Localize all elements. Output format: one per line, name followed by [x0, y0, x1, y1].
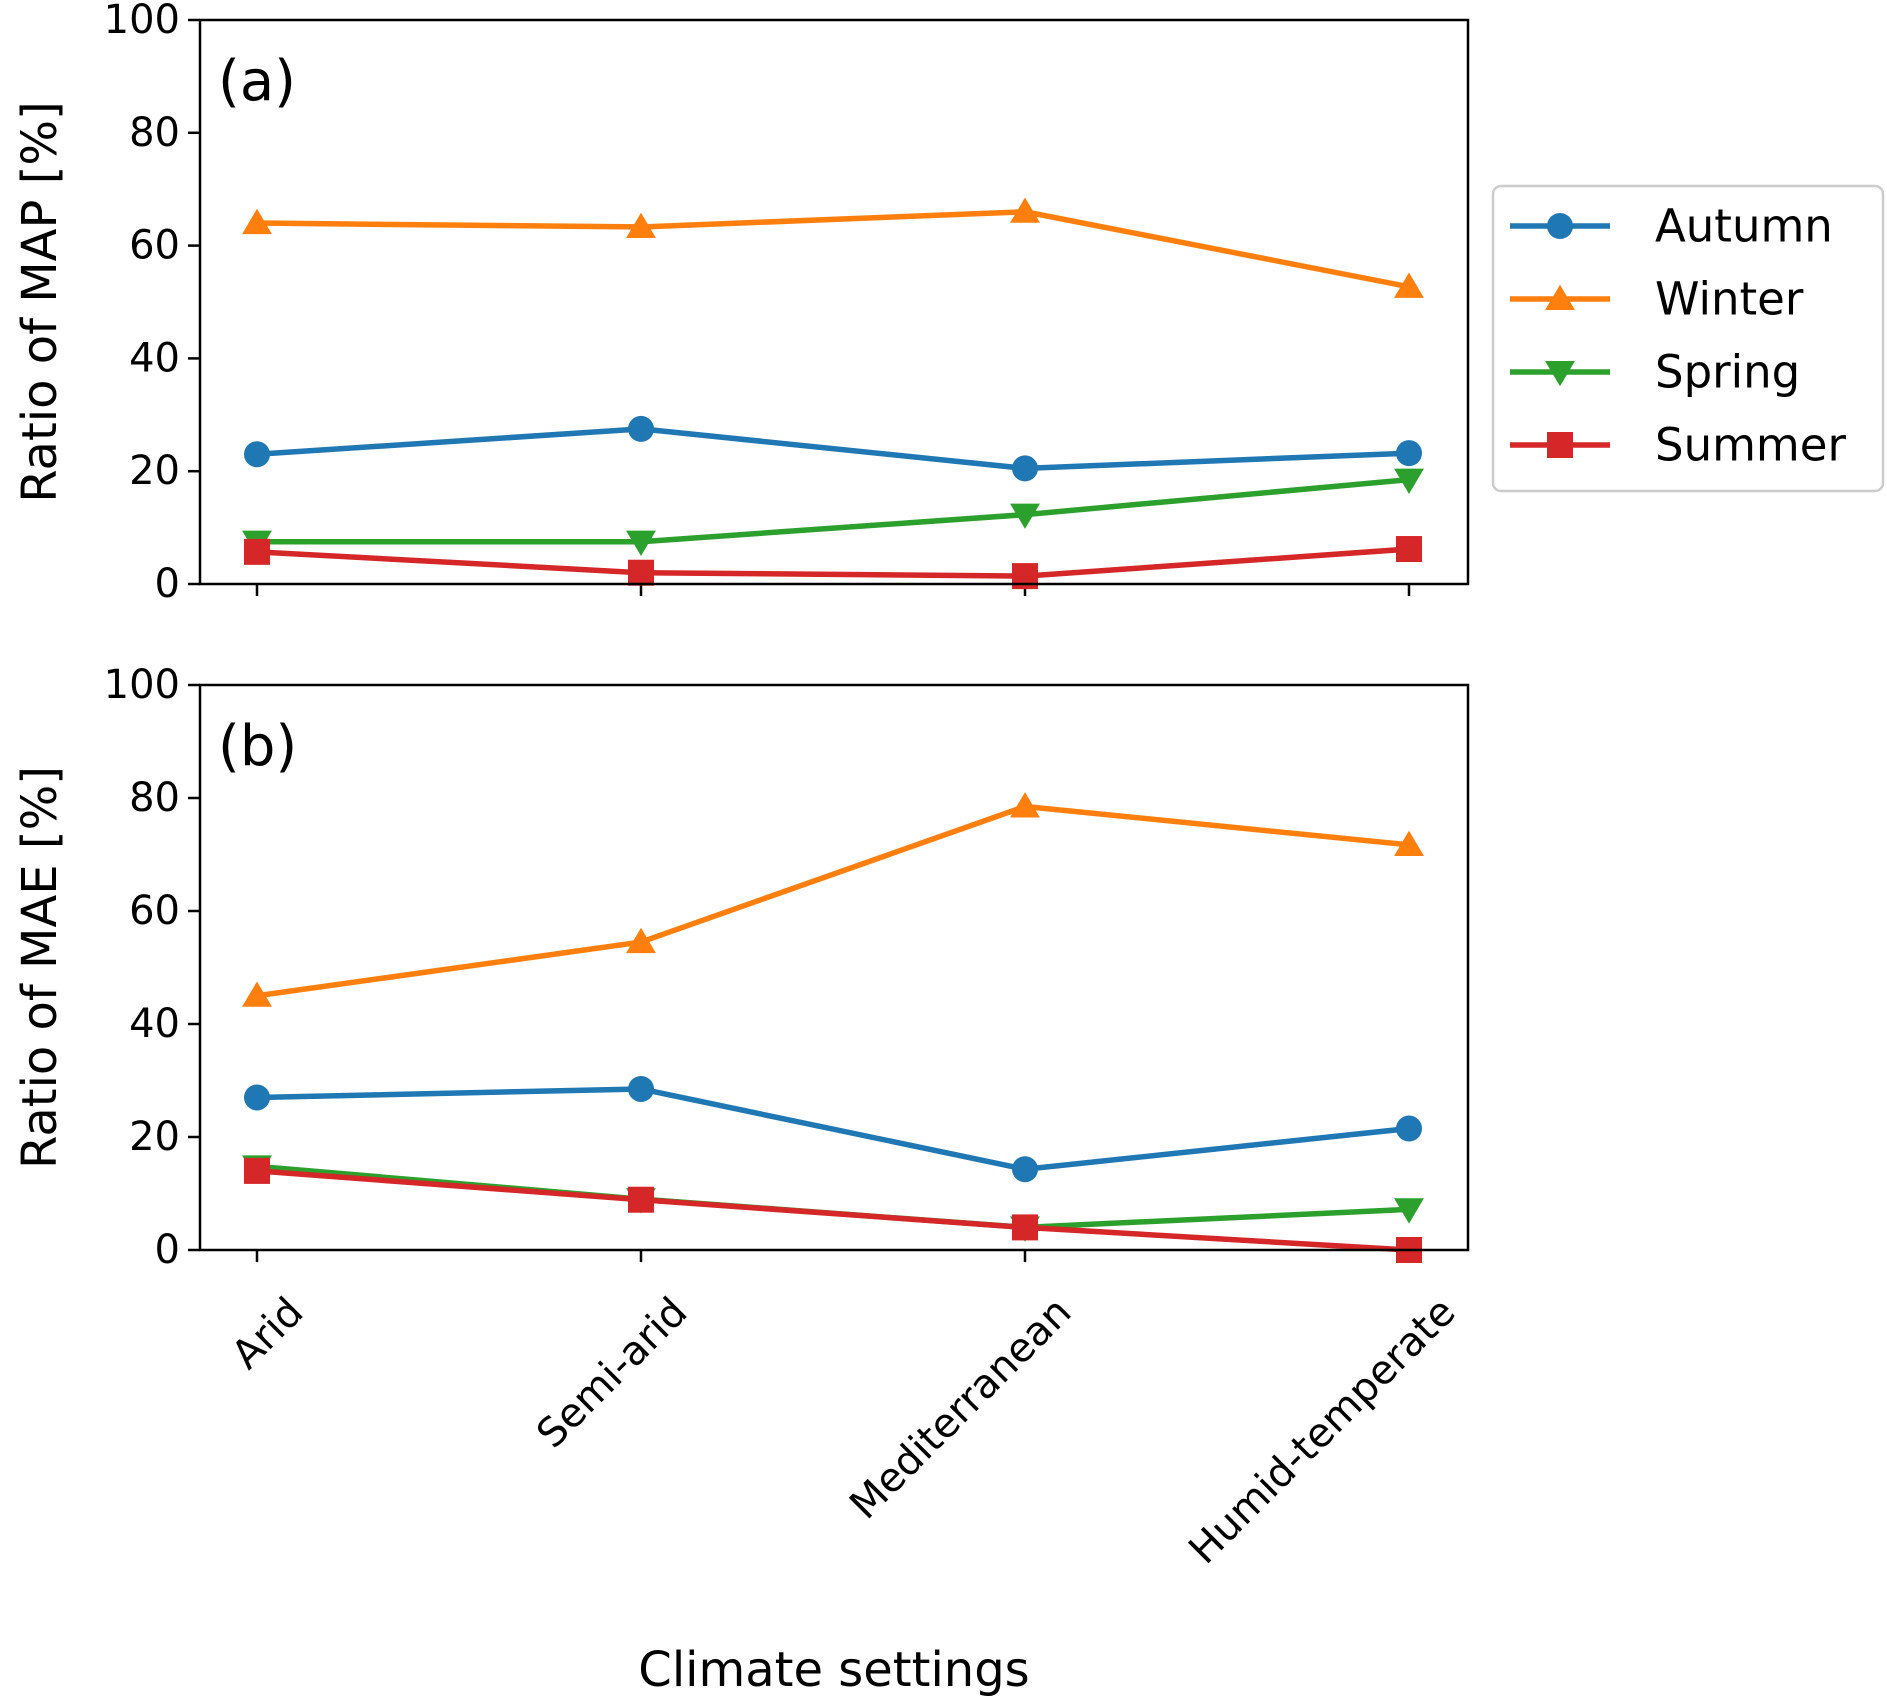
- panel-label: (a): [218, 49, 296, 114]
- legend-item-winter: Winter: [1510, 273, 1804, 326]
- data-point-summer: [244, 538, 270, 565]
- series-line-summer: [256, 1168, 1410, 1253]
- chart-panel-a: 0 20 40 60 80 100 Ratio of MAP [%] (a): [12, 0, 1470, 607]
- legend-label: Spring: [1655, 346, 1800, 399]
- data-point-winter: [1010, 197, 1040, 223]
- y-tick-label: 100: [104, 0, 180, 43]
- data-point-summer: [244, 1157, 270, 1184]
- y-tick-label: 40: [129, 1001, 180, 1047]
- x-tick-label: Humid-temperate: [1180, 1289, 1464, 1573]
- legend-marker: [1547, 213, 1573, 239]
- y-tick-label: 80: [129, 110, 180, 156]
- x-tick-label: Mediterranean: [841, 1289, 1080, 1528]
- data-point-winter: [242, 208, 272, 235]
- data-point-autumn: [1012, 1156, 1038, 1183]
- y-axis-label: Ratio of MAE [%]: [12, 766, 68, 1169]
- y-axis-label: Ratio of MAP [%]: [12, 101, 68, 503]
- data-point-spring: [1394, 1198, 1424, 1224]
- x-tick-label: Semi-arid: [528, 1289, 696, 1457]
- legend-label: Autumn: [1655, 200, 1833, 253]
- data-point-winter: [1010, 792, 1040, 818]
- y-tick-label: 60: [129, 888, 180, 934]
- y-tick-label: 40: [129, 335, 180, 381]
- legend-item-summer: Summer: [1510, 419, 1846, 472]
- legend-marker: [1547, 432, 1573, 458]
- data-point-spring: [626, 530, 656, 556]
- panel-label: (b): [218, 714, 297, 779]
- series-line-autumn: [256, 1086, 1410, 1172]
- legend: Autumn Winter Spring Summer: [1491, 184, 1885, 493]
- data-point-winter: [1394, 272, 1424, 298]
- legend-label: Summer: [1655, 419, 1846, 472]
- series-line-winter: [256, 803, 1410, 999]
- data-point-winter: [626, 212, 656, 239]
- data-point-spring: [1010, 503, 1040, 529]
- data-point-autumn: [628, 415, 654, 442]
- legend-marker: [1545, 284, 1575, 311]
- data-point-summer: [1396, 536, 1422, 563]
- y-tick-label: 80: [129, 775, 180, 821]
- data-point-autumn: [244, 1084, 270, 1111]
- legend-box: [1491, 184, 1885, 493]
- y-tick-label: 100: [104, 662, 180, 708]
- plot-frame: [198, 18, 1470, 586]
- x-axis-label: Climate settings: [638, 1642, 1029, 1698]
- y-tick-label: 0: [155, 561, 180, 607]
- series-line-summer: [256, 546, 1410, 579]
- plot-frame: [198, 683, 1470, 1252]
- series-line-spring: [257, 476, 1410, 545]
- data-point-spring: [1394, 468, 1424, 494]
- y-tick-label: 20: [129, 1114, 180, 1160]
- data-point-winter: [242, 981, 272, 1007]
- data-point-autumn: [628, 1075, 654, 1102]
- data-point-autumn: [1396, 1115, 1422, 1142]
- series-line-spring: [256, 1163, 1410, 1231]
- data-point-winter: [626, 927, 656, 954]
- legend-item-spring: Spring: [1510, 346, 1800, 399]
- y-tick-label: 20: [129, 448, 180, 494]
- legend-marker: [1545, 360, 1575, 387]
- series-line-autumn: [256, 426, 1410, 472]
- data-point-autumn: [1396, 440, 1422, 467]
- legend-label: Winter: [1655, 273, 1804, 326]
- series-line-winter: [256, 209, 1410, 290]
- data-point-autumn: [244, 441, 270, 468]
- data-point-winter: [1394, 830, 1424, 856]
- data-point-summer: [628, 1186, 654, 1213]
- chart-panel-b: 0 20 40 60 80 100 Arid Semi-arid Mediterranean Hu…: [12, 662, 1470, 1698]
- data-point-autumn: [1012, 455, 1038, 482]
- x-tick-label: Arid: [223, 1289, 312, 1378]
- y-tick-label: 60: [129, 223, 180, 269]
- y-tick-label: 0: [155, 1227, 180, 1273]
- data-point-summer: [1012, 1214, 1038, 1241]
- legend-item-autumn: Autumn: [1510, 200, 1833, 253]
- data-point-summer: [628, 559, 654, 586]
